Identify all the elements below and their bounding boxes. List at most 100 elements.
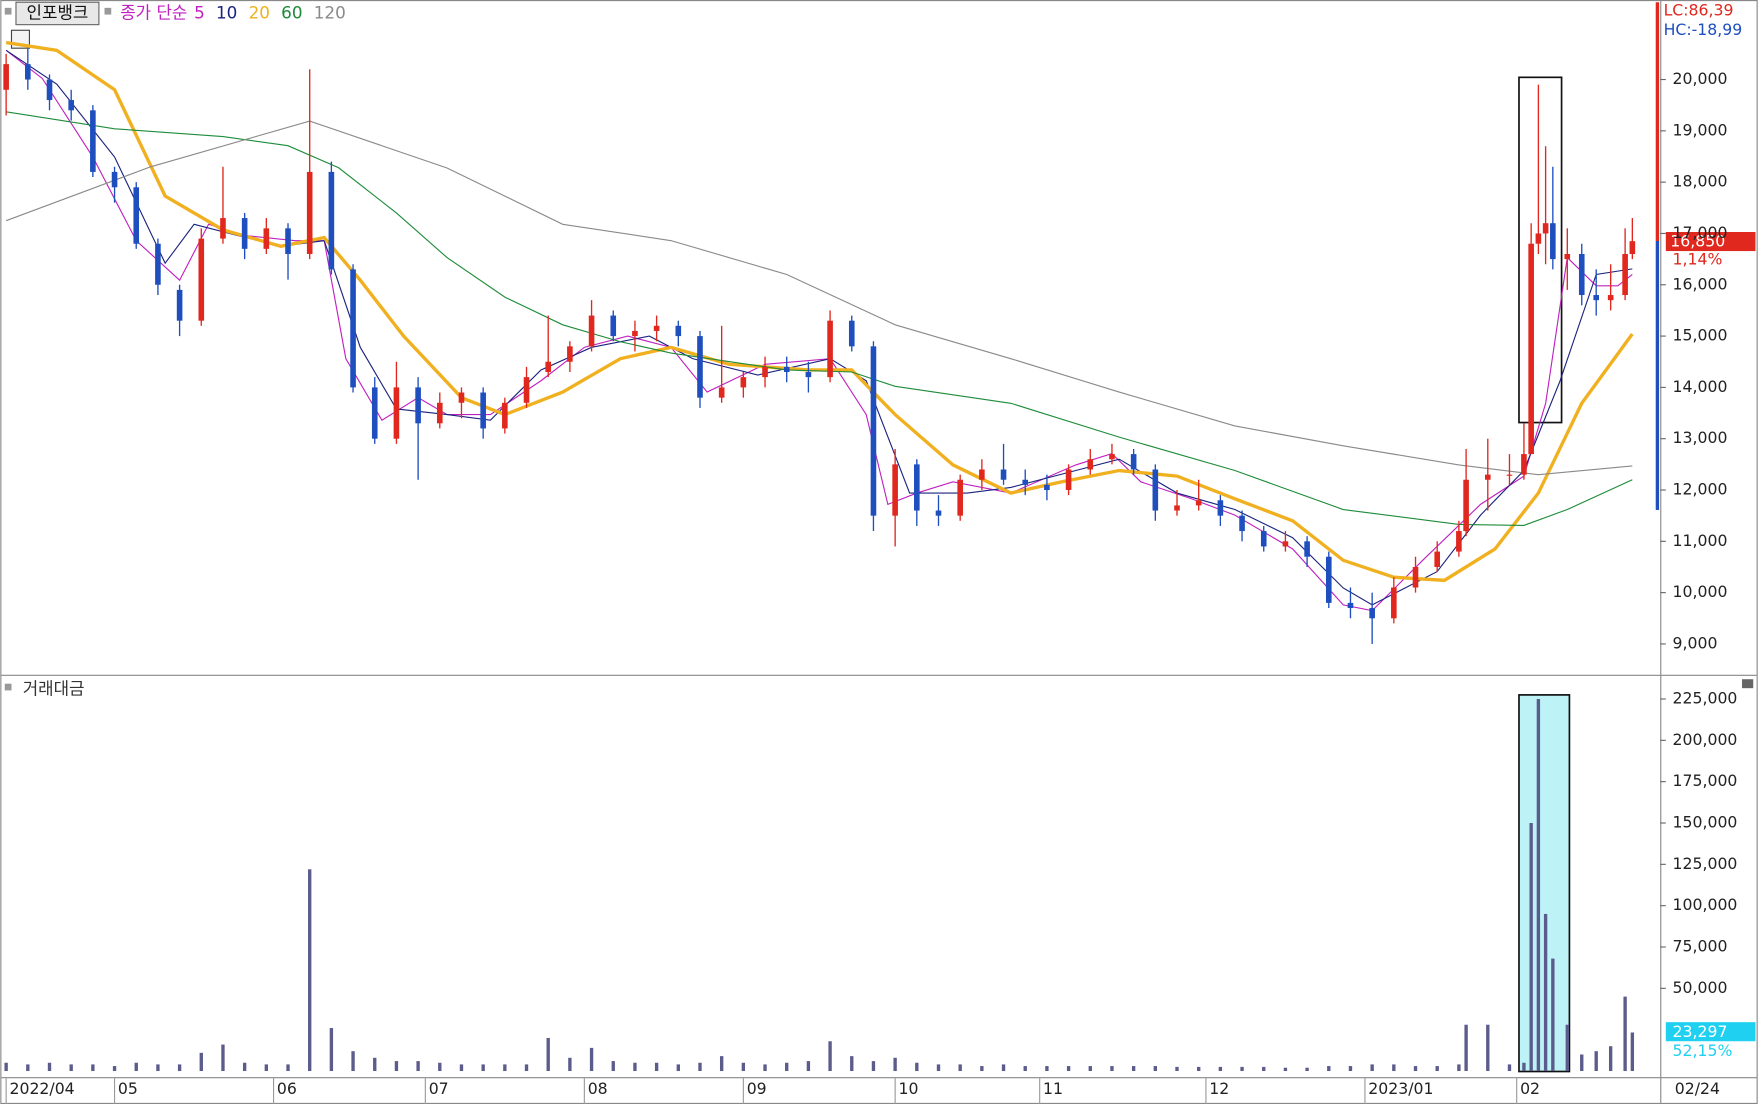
volume-bar: [676, 1064, 680, 1072]
candle-body: [697, 336, 703, 398]
volume-bar: [785, 1062, 789, 1072]
x-tick-label: 2022/04: [10, 1079, 75, 1098]
candle-body: [610, 315, 617, 337]
volume-bar: [1110, 1066, 1114, 1072]
volume-bar: [91, 1064, 95, 1072]
x-tick-label: 02/24: [1675, 1079, 1720, 1098]
volume-bar: [958, 1064, 962, 1072]
volume-bar: [1507, 1064, 1512, 1072]
candle-body: [588, 315, 595, 347]
legend-entry: 120: [314, 2, 346, 22]
candle-body: [1629, 241, 1636, 254]
candle-body: [653, 325, 660, 331]
candle-body: [241, 218, 248, 249]
range-bar: [1655, 240, 1660, 510]
y-tick-label: 100,000: [1673, 895, 1738, 914]
candle-body: [306, 171, 313, 254]
volume-bar: [719, 1056, 724, 1072]
y-tick-label: 18,000: [1673, 172, 1728, 191]
volume-bar: [1001, 1064, 1006, 1072]
volume-bar: [26, 1064, 30, 1072]
volume-bar: [1175, 1066, 1179, 1072]
y-tick-label: 11,000: [1673, 531, 1728, 550]
volume-bar: [524, 1064, 529, 1072]
candle-body: [1109, 454, 1115, 460]
volume-bar: [1240, 1066, 1244, 1072]
value-tag: [1665, 1022, 1756, 1042]
volume-bar: [459, 1064, 464, 1072]
candle-body: [1044, 484, 1050, 491]
legend-entry: 20: [249, 2, 270, 22]
volume-bar: [633, 1062, 637, 1072]
candle-body: [762, 366, 768, 378]
y-tick-label: 19,000: [1673, 120, 1728, 139]
title-box[interactable]: [15, 1, 100, 26]
volume-bar: [1522, 1062, 1526, 1072]
candle-body: [1087, 459, 1094, 470]
volume-bar: [1392, 1064, 1396, 1072]
volume-bar: [481, 1064, 485, 1072]
x-tick-label: 08: [588, 1079, 608, 1098]
candle-body: [328, 171, 335, 270]
candle-body: [1325, 556, 1332, 603]
y-tick-label: 14,000: [1673, 377, 1728, 396]
candle-body: [740, 377, 747, 388]
ma-line: [5, 120, 1633, 476]
y-tick-label: 150,000: [1673, 813, 1738, 832]
volume-bar: [308, 869, 312, 1072]
candle-body: [1217, 500, 1224, 516]
volume-bar: [936, 1064, 941, 1072]
candle-body: [675, 325, 682, 337]
volume-bar: [373, 1057, 377, 1072]
candle-body: [220, 218, 226, 239]
volume-bar: [1464, 1024, 1468, 1072]
icon[interactable]: [1742, 679, 1754, 689]
candle-body: [1456, 531, 1462, 552]
candle-body: [371, 387, 378, 439]
y-tick-label: 17,000: [1673, 223, 1728, 242]
volume-bar: [1457, 1064, 1461, 1072]
annotation: LC:86,39: [1664, 1, 1734, 20]
legend-label: 종가 단순: [120, 2, 187, 22]
volume-bar: [1305, 1067, 1309, 1072]
volume-bar: [763, 1064, 767, 1072]
x-tick-label: 02: [1520, 1079, 1540, 1098]
price-tag: [1665, 232, 1756, 252]
candle-body: [436, 402, 443, 424]
candle-body: [176, 289, 183, 321]
volume-bar: [4, 1062, 8, 1072]
candle-body: [1535, 233, 1542, 244]
volume-bar: [47, 1062, 52, 1072]
candle-body: [783, 366, 790, 372]
volume-bar: [915, 1062, 919, 1072]
candle-body: [111, 171, 118, 188]
candle-body: [1542, 223, 1549, 234]
candle-body: [155, 243, 161, 285]
range-bar: [1655, 2, 1660, 241]
y-tick-label: 125,000: [1673, 854, 1738, 873]
volume-bar: [611, 1061, 615, 1072]
candle-body: [1521, 454, 1527, 475]
volume-bar: [568, 1057, 572, 1072]
volume-bar: [828, 1041, 832, 1072]
candle-body: [46, 79, 53, 101]
chart-title: 인포뱅크: [27, 2, 89, 22]
volume-bar: [589, 1047, 594, 1072]
candle-body: [1130, 454, 1137, 470]
candle-body: [718, 387, 725, 398]
volume-bar: [1608, 1046, 1613, 1072]
candle-body: [1564, 253, 1571, 260]
volume-bar: [1131, 1066, 1136, 1072]
volume-bar: [1580, 1054, 1584, 1072]
icon: [104, 7, 112, 15]
candle-body: [1578, 253, 1585, 296]
x-tick-label: 11: [1043, 1079, 1063, 1098]
volume-bar: [1486, 1024, 1490, 1072]
candle-body: [1528, 243, 1534, 455]
candle-body: [632, 330, 638, 337]
annotation: HC:-18,99: [1664, 20, 1743, 39]
volume-bar: [1413, 1066, 1418, 1072]
y-tick-label: 10,000: [1673, 582, 1728, 601]
